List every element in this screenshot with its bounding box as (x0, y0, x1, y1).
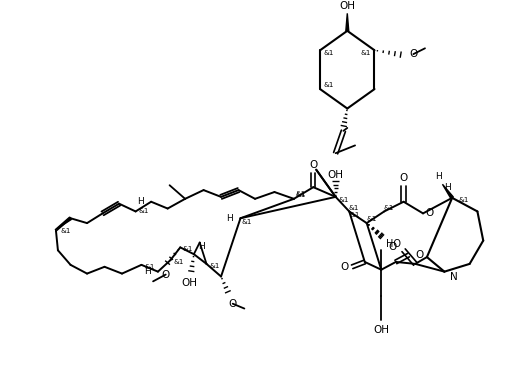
Text: &1: &1 (209, 263, 220, 269)
Text: O: O (229, 299, 237, 309)
Text: &1: &1 (324, 50, 334, 56)
Text: &1: &1 (349, 204, 359, 210)
Text: &1: &1 (459, 197, 469, 203)
Text: &1: &1 (384, 204, 394, 210)
Text: O: O (409, 49, 418, 59)
Text: O: O (388, 242, 397, 252)
Text: H: H (435, 172, 442, 181)
Text: &1: &1 (144, 264, 154, 270)
Text: &1: &1 (183, 246, 193, 252)
Polygon shape (55, 217, 71, 230)
Text: &1: &1 (361, 50, 371, 56)
Text: OH: OH (373, 325, 389, 335)
Polygon shape (346, 13, 349, 31)
Text: H: H (137, 197, 144, 206)
Text: &1: &1 (241, 219, 251, 225)
Text: H: H (226, 214, 233, 223)
Text: H: H (144, 267, 151, 276)
Text: &1: &1 (295, 192, 306, 198)
Text: O: O (340, 262, 348, 272)
Text: &1: &1 (61, 228, 71, 234)
Text: OH: OH (328, 170, 344, 180)
Text: &1: &1 (173, 259, 184, 265)
Text: &1: &1 (338, 197, 349, 203)
Text: &1: &1 (324, 82, 334, 88)
Text: O: O (309, 160, 318, 170)
Text: O: O (162, 270, 170, 280)
Text: &1: &1 (350, 212, 360, 218)
Text: OH: OH (181, 278, 197, 288)
Text: &1: &1 (295, 191, 306, 197)
Text: HO: HO (386, 240, 401, 249)
Text: &1: &1 (366, 216, 377, 222)
Text: O: O (400, 173, 408, 183)
Text: O: O (426, 209, 434, 218)
Text: H: H (198, 242, 205, 251)
Text: OH: OH (339, 1, 356, 10)
Text: &1: &1 (138, 209, 149, 214)
Polygon shape (442, 184, 453, 199)
Text: N: N (450, 272, 458, 282)
Text: H: H (444, 183, 451, 192)
Text: O: O (415, 250, 424, 260)
